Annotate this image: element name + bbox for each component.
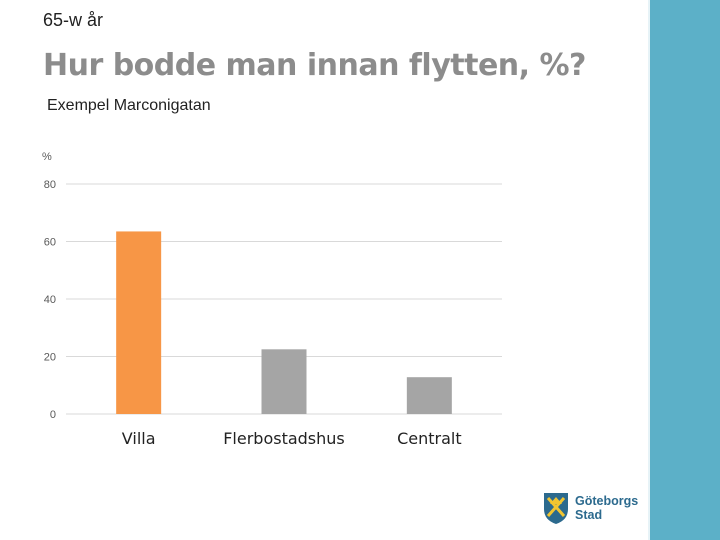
x-tick-label: Centralt (397, 429, 462, 448)
bars (116, 231, 452, 414)
y-tick-label: 80 (44, 179, 56, 191)
bar-chart: % 0 20 40 60 80 Villa Flerbostadshus Centralt (42, 151, 502, 448)
logo-line-2: Stad (575, 508, 603, 522)
y-tick-labels: 0 20 40 60 80 (44, 179, 56, 421)
y-axis-unit: % (42, 151, 52, 163)
logo-line-1: Göteborgs (575, 494, 639, 508)
slide-title: Hur bodde man innan flytten, %? (43, 48, 586, 83)
x-tick-label: Flerbostadshus (223, 429, 345, 448)
bar-centralt (406, 377, 452, 414)
slide-subtitle: Exempel Marconigatan (47, 97, 211, 114)
bar-flerbostadshus (261, 349, 307, 414)
x-tick-label: Villa (122, 429, 156, 448)
y-tick-label: 60 (44, 237, 56, 249)
x-tick-labels: Villa Flerbostadshus Centralt (122, 429, 462, 448)
bar-villa (116, 231, 162, 414)
slide-tag: 65-w år (43, 10, 104, 30)
side-accent-bar (648, 0, 720, 540)
y-tick-label: 20 (44, 352, 56, 364)
y-tick-label: 0 (50, 409, 56, 421)
y-tick-label: 40 (44, 294, 56, 306)
goteborgs-stad-logo: Göteborgs Stad (541, 490, 643, 526)
city-crest-icon (544, 493, 568, 524)
